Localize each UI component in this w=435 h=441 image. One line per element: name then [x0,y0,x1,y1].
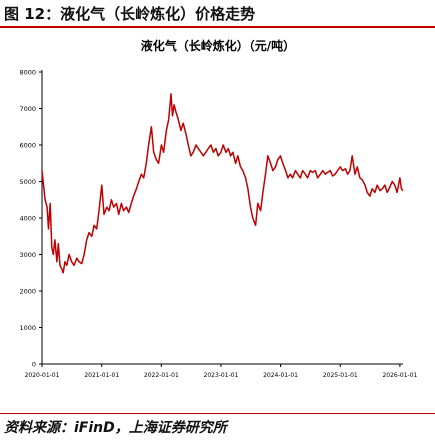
source-note: 资料来源：iFinD，上海证券研究所 [4,420,227,436]
figure-title: 图 12：液化气（长岭炼化）价格走势 [4,5,256,23]
series-line [41,93,404,274]
y-tick-label: 5000 [19,178,36,186]
x-tick-label: 2021-01-01 [84,372,119,379]
y-tick-label: 0 [32,361,36,369]
x-tick-label: 2022-01-01 [144,372,179,379]
x-tick-label: 2024-01-01 [263,372,298,379]
y-tick-label: 3000 [19,251,36,259]
y-tick-label: 1000 [19,324,36,332]
x-tick-label: 2023-01-01 [204,372,239,379]
y-tick-label: 2000 [19,288,36,296]
figure-header: 图 12：液化气（长岭炼化）价格走势 [0,0,435,28]
y-tick-label: 8000 [19,69,36,77]
y-tick-label: 6000 [19,142,36,150]
x-tick-label: 2026-01-01 [382,372,417,379]
y-axis: 0 1000 2000 3000 4000 5000 6000 7000 8000 [19,69,43,369]
x-tick-label: 2020-01-01 [25,372,60,379]
chart-title: 液化气（长岭炼化）（元/吨） [141,38,295,53]
header-rule [0,26,435,28]
y-tick-label: 7000 [19,105,36,113]
footer-rule [0,413,435,414]
y-tick-label: 4000 [19,215,36,223]
x-tick-label: 2025-01-01 [323,372,358,379]
price-line-chart: 液化气（长岭炼化）（元/吨） 0 1000 2000 3000 4000 5000 6000… [19,38,418,379]
x-axis: 2020-01-01 2021-01-01 2022-01-01 2023-01-01… [25,363,418,379]
